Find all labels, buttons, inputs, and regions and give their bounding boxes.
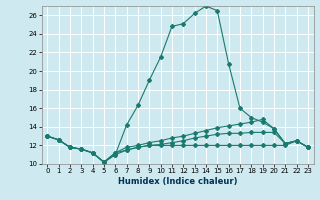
X-axis label: Humidex (Indice chaleur): Humidex (Indice chaleur)	[118, 177, 237, 186]
